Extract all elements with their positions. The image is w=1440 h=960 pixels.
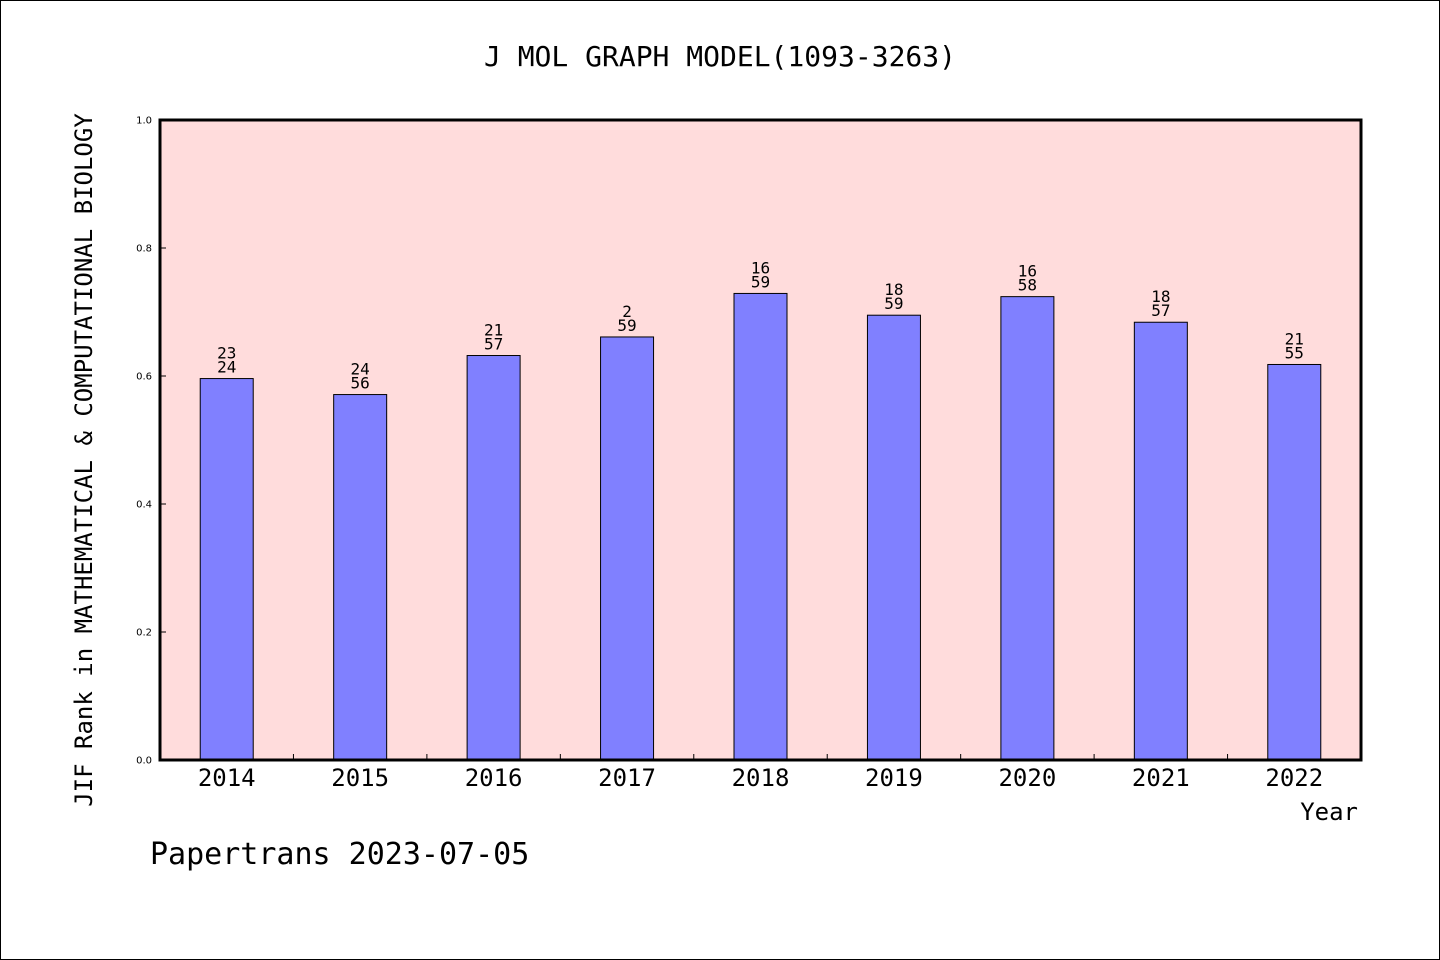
- bar-label-total: 56: [351, 374, 370, 393]
- x-tick-label: 2022: [1265, 764, 1323, 792]
- footer-text: Papertrans 2023-07-05: [150, 837, 529, 872]
- bar: [1133, 321, 1188, 761]
- chart-title: J MOL GRAPH MODEL(1093-3263): [484, 40, 956, 73]
- bar: [199, 378, 254, 761]
- bar-label-total: 58: [1018, 276, 1037, 295]
- y-tick-label: 1.0: [136, 116, 152, 127]
- bar-label-total: 55: [1285, 343, 1304, 362]
- bar-label-rank: 18: [1151, 287, 1170, 306]
- bar-label-rank: 16: [751, 258, 770, 277]
- bar-label-total: 57: [1151, 301, 1170, 320]
- bar-label-rank: 2: [622, 302, 632, 321]
- bar: [866, 314, 921, 761]
- x-tick-label: 2018: [732, 764, 790, 792]
- x-tick-label: 2014: [198, 764, 256, 792]
- bar: [1000, 296, 1055, 761]
- bar-label-total: 57: [484, 335, 503, 354]
- y-axis-label: JIF Rank in MATHEMATICAL & COMPUTATIONAL…: [70, 113, 98, 807]
- x-tick-label: 2015: [331, 764, 389, 792]
- plot-border: [158, 118, 1363, 762]
- bar-label-rank: 18: [884, 280, 903, 299]
- x-tick-label: 2021: [1132, 764, 1190, 792]
- bar-label-rank: 23: [217, 344, 236, 363]
- y-tick-label: 0.2: [136, 628, 152, 639]
- bar: [466, 355, 521, 761]
- y-tick-label: 0.6: [136, 372, 152, 383]
- x-tick-label: 2020: [998, 764, 1056, 792]
- x-tick-label: 2016: [465, 764, 523, 792]
- bar-label-total: 59: [617, 316, 636, 335]
- bar-label-rank: 21: [484, 321, 503, 340]
- bar: [1267, 363, 1322, 761]
- x-axis: 2014 2015 2016 2017 2018 2019 2020 2021 2022: [198, 754, 1323, 792]
- bar: [600, 336, 655, 761]
- bar-label-total: 59: [884, 294, 903, 313]
- bar-label-total: 59: [751, 272, 770, 291]
- bar-label-rank: 16: [1018, 262, 1037, 281]
- x-tick-label: 2019: [865, 764, 923, 792]
- x-axis-label: Year: [1300, 798, 1358, 826]
- y-tick-label: 0.0: [136, 756, 152, 767]
- bar-label-total: 24: [217, 358, 236, 377]
- bar: [733, 292, 788, 761]
- y-tick-label: 0.8: [136, 244, 152, 255]
- y-tick-label: 0.4: [136, 500, 152, 511]
- bar: [333, 394, 388, 761]
- x-tick-label: 2017: [598, 764, 656, 792]
- bar-label-rank: 21: [1285, 329, 1304, 348]
- bar-label-rank: 24: [351, 360, 370, 379]
